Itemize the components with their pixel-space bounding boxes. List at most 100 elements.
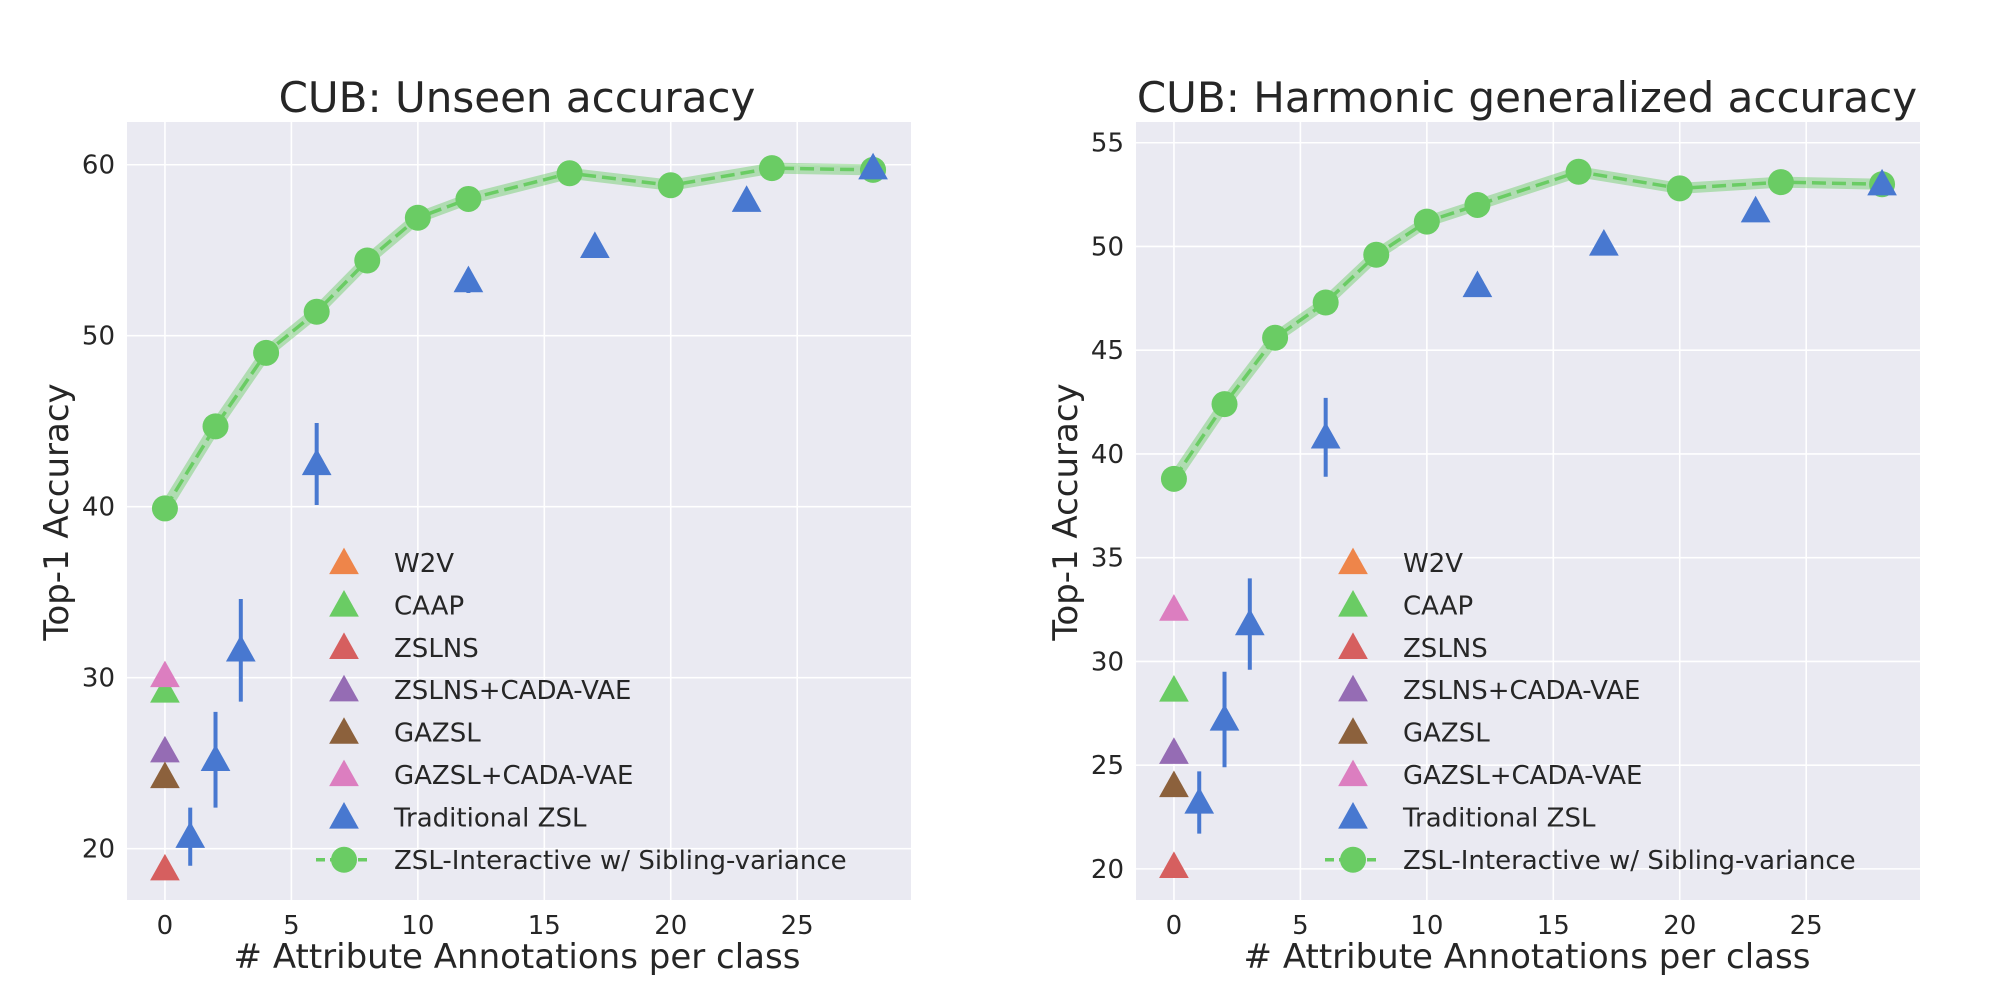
y-tick-label: 50 bbox=[82, 322, 115, 352]
legend-label: W2V bbox=[1403, 549, 1463, 579]
x-tick-label: 0 bbox=[1166, 911, 1183, 941]
legend-label: ZSLNS+CADA-VAE bbox=[1403, 676, 1640, 706]
legend-label: CAAP bbox=[394, 591, 464, 621]
legend-triangle-marker bbox=[329, 547, 359, 575]
triangle-marker bbox=[150, 761, 180, 789]
triangle-marker bbox=[580, 231, 610, 258]
legend-circle-marker bbox=[331, 846, 357, 873]
triangle-marker bbox=[1589, 229, 1619, 256]
y-tick-label: 45 bbox=[1091, 336, 1124, 366]
x-tick-label: 20 bbox=[654, 911, 687, 941]
legend-triangle-marker bbox=[329, 674, 359, 702]
y-tick-label: 50 bbox=[1091, 232, 1124, 262]
x-axis-label: # Attribute Annotations per class bbox=[1244, 937, 1811, 977]
triangle-marker bbox=[1740, 195, 1771, 223]
triangle-marker bbox=[1159, 851, 1189, 878]
legend-label: ZSL-Interactive w/ Sibling-variance bbox=[394, 846, 847, 876]
triangle-marker bbox=[453, 265, 484, 293]
legend-label: ZSLNS+CADA-VAE bbox=[394, 676, 631, 706]
legend-triangle-marker bbox=[1338, 717, 1368, 744]
triangle-marker bbox=[731, 185, 762, 212]
data-point-circle bbox=[1464, 191, 1491, 218]
x-axis-label: # Attribute Annotations per class bbox=[234, 937, 801, 977]
y-tick-label: 35 bbox=[1091, 544, 1124, 574]
data-point-circle bbox=[303, 298, 330, 325]
x-tick-label: 5 bbox=[283, 911, 300, 941]
plot-background bbox=[127, 122, 911, 900]
legend-label: ZSLNS bbox=[1403, 634, 1488, 664]
plot-area bbox=[1136, 122, 1920, 900]
triangle-marker bbox=[1462, 270, 1493, 298]
legend-triangle-marker bbox=[329, 717, 359, 744]
triangle-marker bbox=[200, 744, 231, 771]
data-point-circle bbox=[1363, 241, 1390, 268]
data-point-circle bbox=[1160, 465, 1187, 492]
x-tick-label: 25 bbox=[781, 911, 814, 941]
y-tick-label: 60 bbox=[82, 151, 115, 181]
legend-triangle-marker bbox=[1338, 589, 1368, 617]
triangle-marker bbox=[150, 675, 180, 703]
triangle-marker bbox=[1159, 594, 1189, 621]
data-point-circle bbox=[556, 160, 583, 187]
legend-triangle-marker bbox=[1338, 547, 1368, 575]
triangle-marker bbox=[225, 634, 256, 662]
x-tick-label: 5 bbox=[1292, 911, 1309, 941]
y-tick-label: 55 bbox=[1091, 129, 1124, 159]
triangle-marker bbox=[1310, 421, 1341, 449]
y-axis-label: Top-1 Accuracy bbox=[37, 383, 77, 641]
legend-triangle-marker bbox=[329, 589, 359, 617]
legend-label: W2V bbox=[394, 549, 454, 579]
legend-label: ZSL-Interactive w/ Sibling-variance bbox=[1403, 846, 1856, 876]
y-tick-label: 30 bbox=[82, 664, 115, 694]
legend-triangle-marker bbox=[1338, 759, 1368, 787]
x-tick-label: 15 bbox=[1537, 911, 1570, 941]
data-point-circle bbox=[1312, 289, 1339, 316]
data-marks bbox=[1159, 158, 1897, 878]
data-marks bbox=[150, 152, 888, 881]
triangle-marker bbox=[1209, 704, 1240, 731]
data-point-circle bbox=[1211, 391, 1238, 418]
data-point-circle bbox=[1262, 324, 1289, 351]
legend-label: GAZSL bbox=[1403, 719, 1490, 749]
legend-label: ZSLNS bbox=[394, 634, 479, 664]
unseen-accuracy-chart: CUB: Unseen accuracy # Attribute Annotat… bbox=[37, 73, 911, 977]
data-point-circle bbox=[758, 155, 785, 182]
data-point-circle bbox=[151, 495, 178, 522]
chart-title: CUB: Harmonic generalized accuracy bbox=[1137, 73, 1917, 122]
data-point-circle bbox=[1565, 158, 1592, 185]
legend: W2V CAAP ZSLNS ZSLNS+CADA-VAE GAZSL GAZSL+CAD… bbox=[1325, 547, 1856, 876]
triangle-marker bbox=[1159, 770, 1189, 798]
triangle-marker bbox=[1867, 168, 1897, 196]
triangle-marker bbox=[1234, 608, 1265, 636]
x-tick-label: 10 bbox=[1410, 911, 1443, 941]
y-tick-label: 40 bbox=[82, 493, 115, 523]
data-point-circle bbox=[1767, 169, 1794, 196]
x-tick-label: 15 bbox=[528, 911, 561, 941]
x-tick-label: 20 bbox=[1663, 911, 1696, 941]
x-tick-label: 0 bbox=[157, 911, 174, 941]
triangle-marker bbox=[301, 448, 332, 476]
legend-triangle-marker bbox=[1338, 674, 1368, 702]
data-point-circle bbox=[404, 204, 431, 231]
data-point-circle bbox=[1413, 208, 1440, 235]
plot-area bbox=[127, 122, 911, 900]
data-point-circle bbox=[354, 247, 381, 274]
y-tick-label: 20 bbox=[82, 835, 115, 865]
legend-triangle-marker bbox=[329, 759, 359, 787]
plot-background bbox=[1136, 122, 1920, 900]
y-tick-label: 25 bbox=[1091, 751, 1124, 781]
x-tick-label: 25 bbox=[1790, 911, 1823, 941]
x-tick-label: 10 bbox=[401, 911, 434, 941]
triangle-marker bbox=[858, 152, 888, 180]
legend-label: GAZSL+CADA-VAE bbox=[1403, 761, 1642, 791]
data-point-circle bbox=[455, 185, 482, 212]
y-tick-label: 20 bbox=[1091, 855, 1124, 885]
triangle-marker bbox=[1159, 737, 1189, 764]
legend-label: CAAP bbox=[1403, 591, 1473, 621]
legend-label: GAZSL bbox=[394, 719, 481, 749]
triangle-marker bbox=[1184, 787, 1215, 814]
legend-triangle-marker bbox=[329, 801, 359, 829]
triangle-marker bbox=[150, 660, 180, 688]
legend-circle-marker bbox=[1340, 846, 1366, 873]
